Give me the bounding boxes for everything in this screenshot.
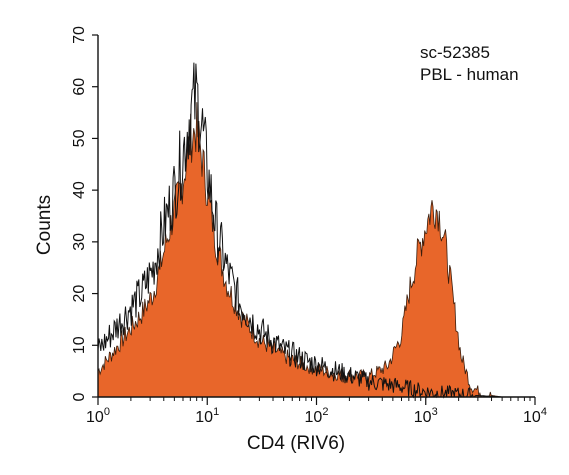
y-tick-label: 0 [71, 392, 88, 401]
y-tick-label: 30 [71, 233, 88, 251]
y-tick-label: 20 [71, 285, 88, 303]
plot-area [97, 62, 535, 399]
x-tick-label: 100 [86, 406, 110, 426]
x-tick-label: 104 [523, 406, 547, 426]
y-tick-label: 10 [71, 336, 88, 354]
x-tick-label: 101 [195, 406, 219, 426]
series-filled-area [97, 102, 535, 398]
series-outline-line [97, 62, 535, 399]
y-tick-label: 70 [71, 26, 88, 44]
annotation-sample: PBL - human [420, 65, 519, 84]
y-axis-title: Counts [34, 195, 55, 255]
y-tick-label: 40 [71, 181, 88, 199]
x-axis-title: CD4 (RIV6) [247, 433, 345, 454]
y-tick-label: 50 [71, 129, 88, 147]
x-tick-label: 102 [305, 406, 329, 426]
annotation-catalog-number: sc-52385 [420, 43, 490, 62]
tick-labels: 0 10 20 30 40 50 60 70 100 101 102 103 104 [71, 26, 547, 426]
x-tick-label: 103 [414, 406, 438, 426]
axes [92, 34, 536, 405]
y-tick-label: 60 [71, 78, 88, 96]
